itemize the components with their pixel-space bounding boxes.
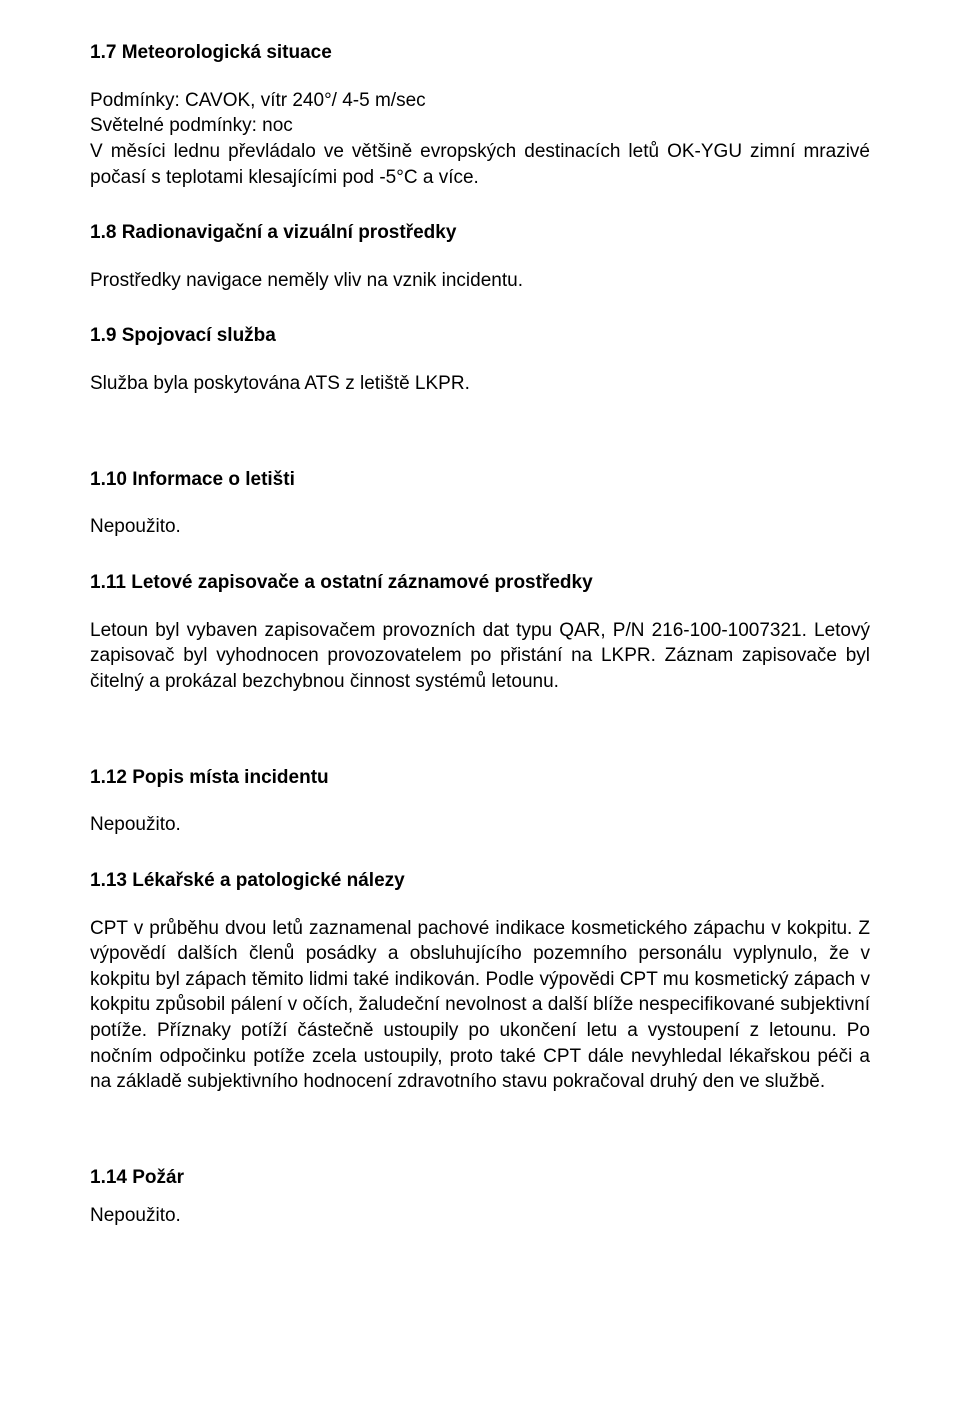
heading-1-7: 1.7 Meteorologická situace <box>90 40 870 66</box>
text-1-7-line2: Světelné podmínky: noc <box>90 113 870 139</box>
heading-1-9: 1.9 Spojovací služba <box>90 323 870 349</box>
heading-1-13: 1.13 Lékařské a patologické nálezy <box>90 868 870 894</box>
heading-1-10: 1.10 Informace o letišti <box>90 467 870 493</box>
text-1-7-body: V měsíci lednu převládalo ve většině evr… <box>90 139 870 190</box>
text-1-8: Prostředky navigace neměly vliv na vznik… <box>90 268 870 294</box>
text-1-12: Nepoužito. <box>90 812 870 838</box>
text-1-10: Nepoužito. <box>90 514 870 540</box>
heading-1-8: 1.8 Radionavigační a vizuální prostředky <box>90 220 870 246</box>
text-1-13: CPT v průběhu dvou letů zaznamenal pacho… <box>90 916 870 1095</box>
text-1-11: Letoun byl vybaven zapisovačem provozníc… <box>90 618 870 695</box>
text-1-9: Služba byla poskytována ATS z letiště LK… <box>90 371 870 397</box>
text-1-7-line1: Podmínky: CAVOK, vítr 240°/ 4-5 m/sec <box>90 88 870 114</box>
text-1-14: Nepoužito. <box>90 1203 870 1229</box>
heading-1-14: 1.14 Požár <box>90 1165 870 1191</box>
heading-1-12: 1.12 Popis místa incidentu <box>90 765 870 791</box>
document-page: 1.7 Meteorologická situace Podmínky: CAV… <box>0 0 960 1418</box>
heading-1-11: 1.11 Letové zapisovače a ostatní záznamo… <box>90 570 870 596</box>
